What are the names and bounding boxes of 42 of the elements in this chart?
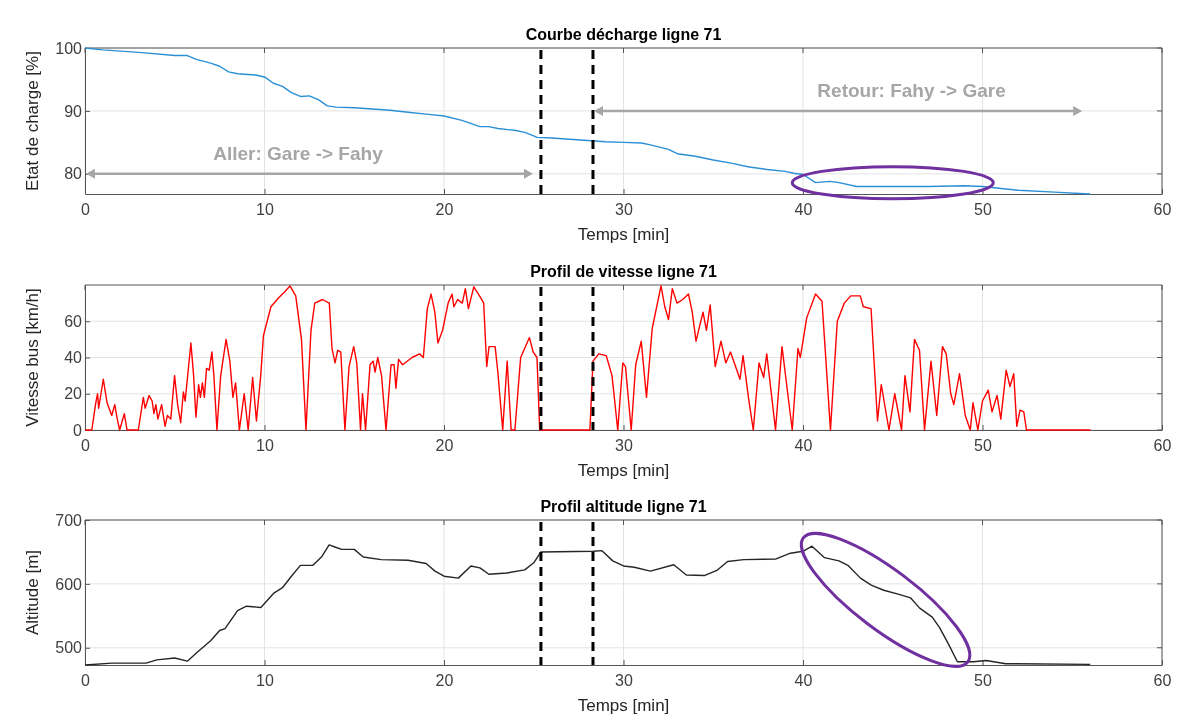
y-tick-label: 80	[64, 165, 83, 183]
x-tick-label: 60	[1153, 436, 1172, 454]
y-tick-label: 600	[55, 575, 83, 593]
y-tick-label: 60	[64, 312, 83, 330]
x-axis-title: Temps [min]	[577, 461, 670, 480]
x-tick-label: 50	[974, 200, 992, 218]
x-tick-label: 10	[256, 671, 274, 689]
y-tick-label: 40	[64, 349, 83, 367]
x-tick-label: 50	[974, 671, 992, 689]
y-tick-label: 0	[73, 421, 83, 439]
x-tick-label: 20	[435, 200, 454, 218]
x-tick-label: 30	[615, 671, 633, 689]
y-tick-label: 20	[64, 385, 83, 403]
y-tick-label: 90	[64, 102, 83, 120]
x-tick-label: 50	[974, 436, 992, 454]
x-tick-label: 30	[615, 200, 633, 218]
line-series	[84, 285, 1092, 431]
y-tick-label: 700	[55, 511, 83, 529]
annotation: Retour: Fahy -> Gare	[817, 79, 1006, 101]
x-tick-label: 40	[794, 671, 813, 689]
line-series	[84, 47, 1091, 195]
x-axis-title: Temps [min]	[577, 696, 670, 715]
x-tick-label: 40	[794, 200, 813, 218]
annotation: Aller: Gare -> Fahy	[213, 142, 384, 164]
x-axis-title: Temps [min]	[577, 225, 670, 244]
x-tick-label: 60	[1153, 671, 1172, 689]
x-tick-label: 30	[615, 436, 633, 454]
x-tick-label: 10	[256, 200, 274, 218]
y-axis-title: Altitude [m]	[23, 549, 42, 636]
y-tick-label: 500	[55, 639, 83, 657]
line-series	[84, 544, 1091, 666]
x-tick-label: 40	[794, 436, 813, 454]
x-tick-label: 60	[1153, 200, 1172, 218]
y-axis-title: Vitesse bus [km/h]	[23, 288, 42, 427]
x-tick-label: 10	[256, 436, 274, 454]
x-tick-label: 20	[435, 671, 454, 689]
chart-title: Profil de vitesse ligne 71	[530, 263, 717, 280]
chart-title: Courbe décharge ligne 71	[525, 26, 722, 43]
chart-title: Profil altitude ligne 71	[540, 498, 707, 515]
y-tick-label: 100	[55, 39, 83, 57]
x-tick-label: 20	[435, 436, 454, 454]
y-axis-title: Etat de charge [%]	[23, 51, 42, 191]
